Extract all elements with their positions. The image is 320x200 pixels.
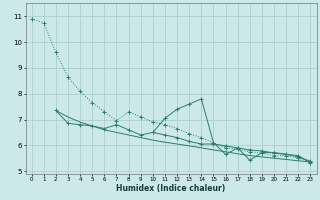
X-axis label: Humidex (Indice chaleur): Humidex (Indice chaleur) [116,184,226,193]
